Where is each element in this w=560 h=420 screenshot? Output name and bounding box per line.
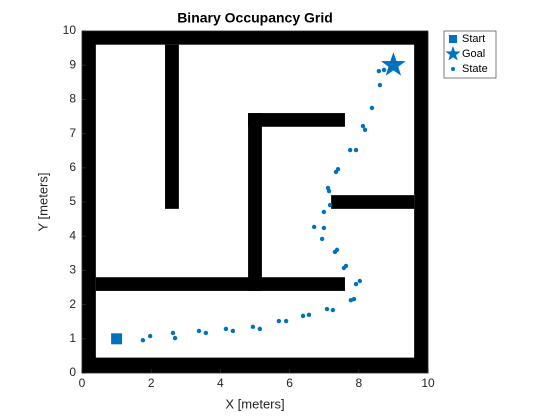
state-point	[325, 185, 331, 191]
state-point	[250, 324, 256, 330]
legend-marker	[449, 35, 457, 43]
state-point	[300, 313, 306, 319]
x-tick-label: 4	[217, 376, 224, 390]
state-point	[324, 306, 330, 312]
occupied-cell	[248, 113, 262, 291]
y-axis-label: Y [meters]	[35, 172, 50, 231]
state-point	[311, 224, 317, 230]
state-point	[369, 105, 375, 111]
y-tick-label: 9	[69, 57, 76, 71]
y-tick-label: 4	[69, 228, 76, 242]
y-tick-label: 1	[69, 331, 76, 345]
occupied-cell	[82, 31, 96, 373]
x-axis-label: X [meters]	[225, 396, 284, 411]
start-marker	[111, 333, 123, 345]
legend-marker	[445, 46, 461, 61]
state-point	[319, 236, 325, 242]
state-point	[147, 333, 153, 339]
state-point	[347, 147, 353, 153]
state-point	[196, 328, 202, 334]
state-point	[203, 330, 209, 336]
x-tick-label: 6	[286, 376, 293, 390]
occupied-cell	[331, 195, 415, 209]
chart-title: Binary Occupancy Grid	[177, 10, 333, 26]
state-point	[257, 326, 263, 332]
occupied-cell	[82, 357, 428, 373]
state-point	[353, 281, 359, 287]
y-tick-label: 5	[69, 194, 76, 208]
goal-marker	[381, 52, 406, 76]
state-point	[140, 337, 146, 343]
state-point	[276, 318, 282, 324]
x-tick-label: 0	[79, 376, 86, 390]
state-point	[377, 82, 383, 88]
state-point	[343, 263, 349, 269]
state-point	[381, 67, 387, 73]
legend-label: Goal	[462, 48, 485, 60]
state-point	[172, 335, 178, 341]
state-point	[230, 328, 236, 334]
y-tick-label: 8	[69, 92, 76, 106]
occupied-cell	[95, 277, 345, 291]
legend-label: State	[462, 63, 488, 75]
y-tick-label: 2	[69, 297, 76, 311]
x-tick-label: 8	[355, 376, 362, 390]
occupied-cell	[248, 113, 345, 127]
y-tick-label: 3	[69, 263, 76, 277]
state-point	[360, 123, 366, 129]
x-tick-label: 10	[421, 376, 435, 390]
state-point	[334, 247, 340, 253]
state-point	[362, 127, 368, 133]
state-point	[330, 307, 336, 313]
x-tick-label: 2	[148, 376, 155, 390]
state-point	[327, 202, 333, 208]
state-point	[223, 326, 229, 332]
state-point	[306, 312, 312, 318]
y-tick-label: 6	[69, 160, 76, 174]
state-point	[321, 225, 327, 231]
state-point	[283, 318, 289, 324]
state-point	[376, 68, 382, 74]
y-tick-label: 0	[69, 365, 76, 379]
legend-marker	[451, 67, 455, 71]
legend-label: Start	[462, 33, 485, 45]
occupied-cell	[82, 31, 428, 45]
y-tick-label: 10	[63, 23, 77, 37]
occupied-cell	[414, 31, 428, 373]
state-point	[351, 296, 357, 302]
state-point	[353, 147, 359, 153]
state-point	[321, 209, 327, 215]
state-point	[357, 278, 363, 284]
state-point	[170, 330, 176, 336]
occupied-cell	[165, 44, 179, 209]
y-tick-label: 7	[69, 126, 76, 140]
state-point	[335, 166, 341, 172]
